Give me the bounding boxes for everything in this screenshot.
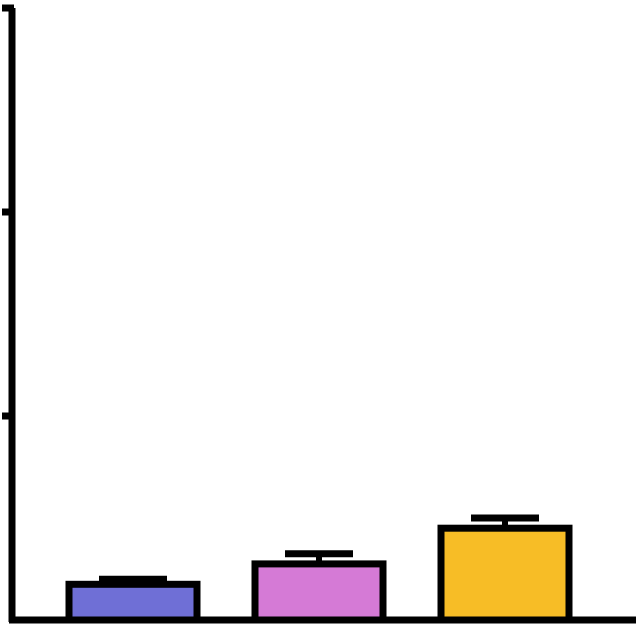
bar-1	[65, 580, 201, 624]
bar-2	[251, 560, 387, 624]
bar-3	[437, 524, 573, 624]
